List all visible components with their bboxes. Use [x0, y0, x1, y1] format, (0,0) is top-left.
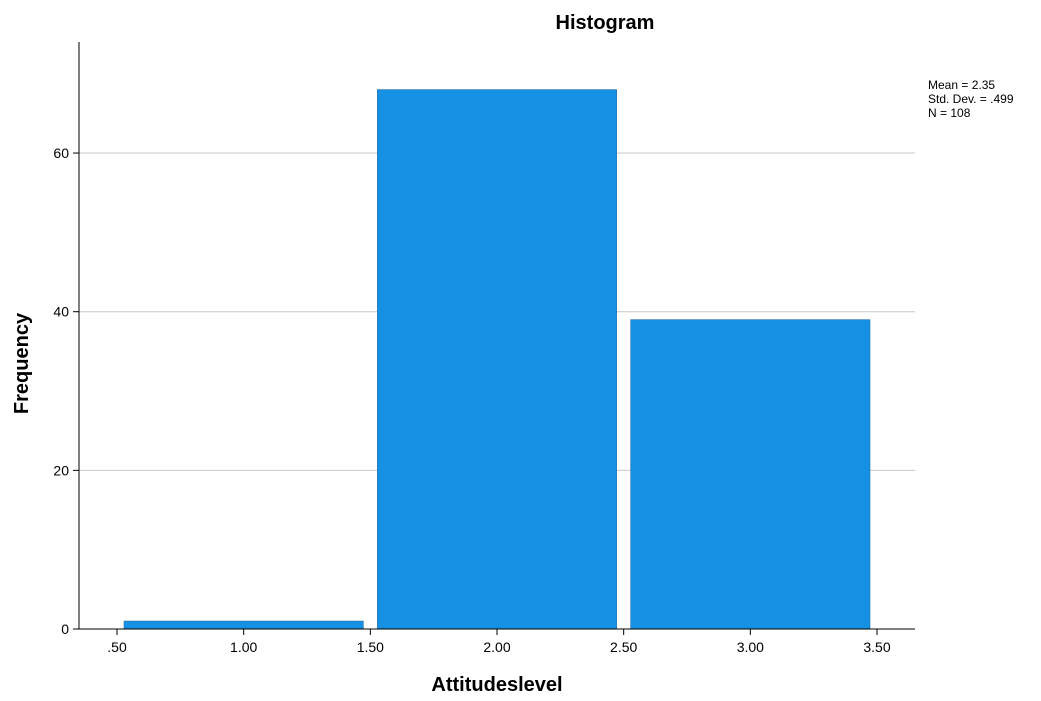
y-axis-label: Frequency — [11, 312, 33, 414]
stat-mean: Mean = 2.35 — [928, 78, 995, 92]
stat-n: N = 108 — [928, 106, 971, 120]
x-axis-label: Attitudeslevel — [431, 674, 562, 696]
x-tick-label-4: 2.50 — [610, 639, 637, 655]
x-tick-label-5: 3.00 — [737, 639, 764, 655]
histogram-bar-1 — [377, 89, 617, 630]
x-tick-label-0: .50 — [107, 639, 127, 655]
y-tick-label-2: 40 — [53, 304, 69, 320]
y-tick-label-1: 20 — [53, 462, 69, 478]
x-tick-label-3: 2.00 — [483, 639, 510, 655]
chart-title: Histogram — [556, 12, 655, 34]
x-tick-label-1: 1.00 — [230, 639, 257, 655]
histogram-bar-0 — [123, 620, 364, 630]
x-tick-label-2: 1.50 — [357, 639, 384, 655]
y-tick-label-3: 60 — [53, 145, 69, 161]
stat-std-dev: Std. Dev. = .499 — [928, 92, 1014, 106]
stats-box: Mean = 2.35 Std. Dev. = .499 N = 108 — [928, 78, 1014, 120]
bars — [123, 89, 871, 630]
axes — [73, 42, 915, 635]
histogram-bar-2 — [630, 319, 871, 630]
x-tick-label-6: 3.50 — [863, 639, 890, 655]
y-tick-label-0: 0 — [61, 621, 69, 637]
tick-labels: 0 20 40 60 .50 1.00 1.50 2.00 2.50 3.00 3.50 — [53, 145, 890, 655]
